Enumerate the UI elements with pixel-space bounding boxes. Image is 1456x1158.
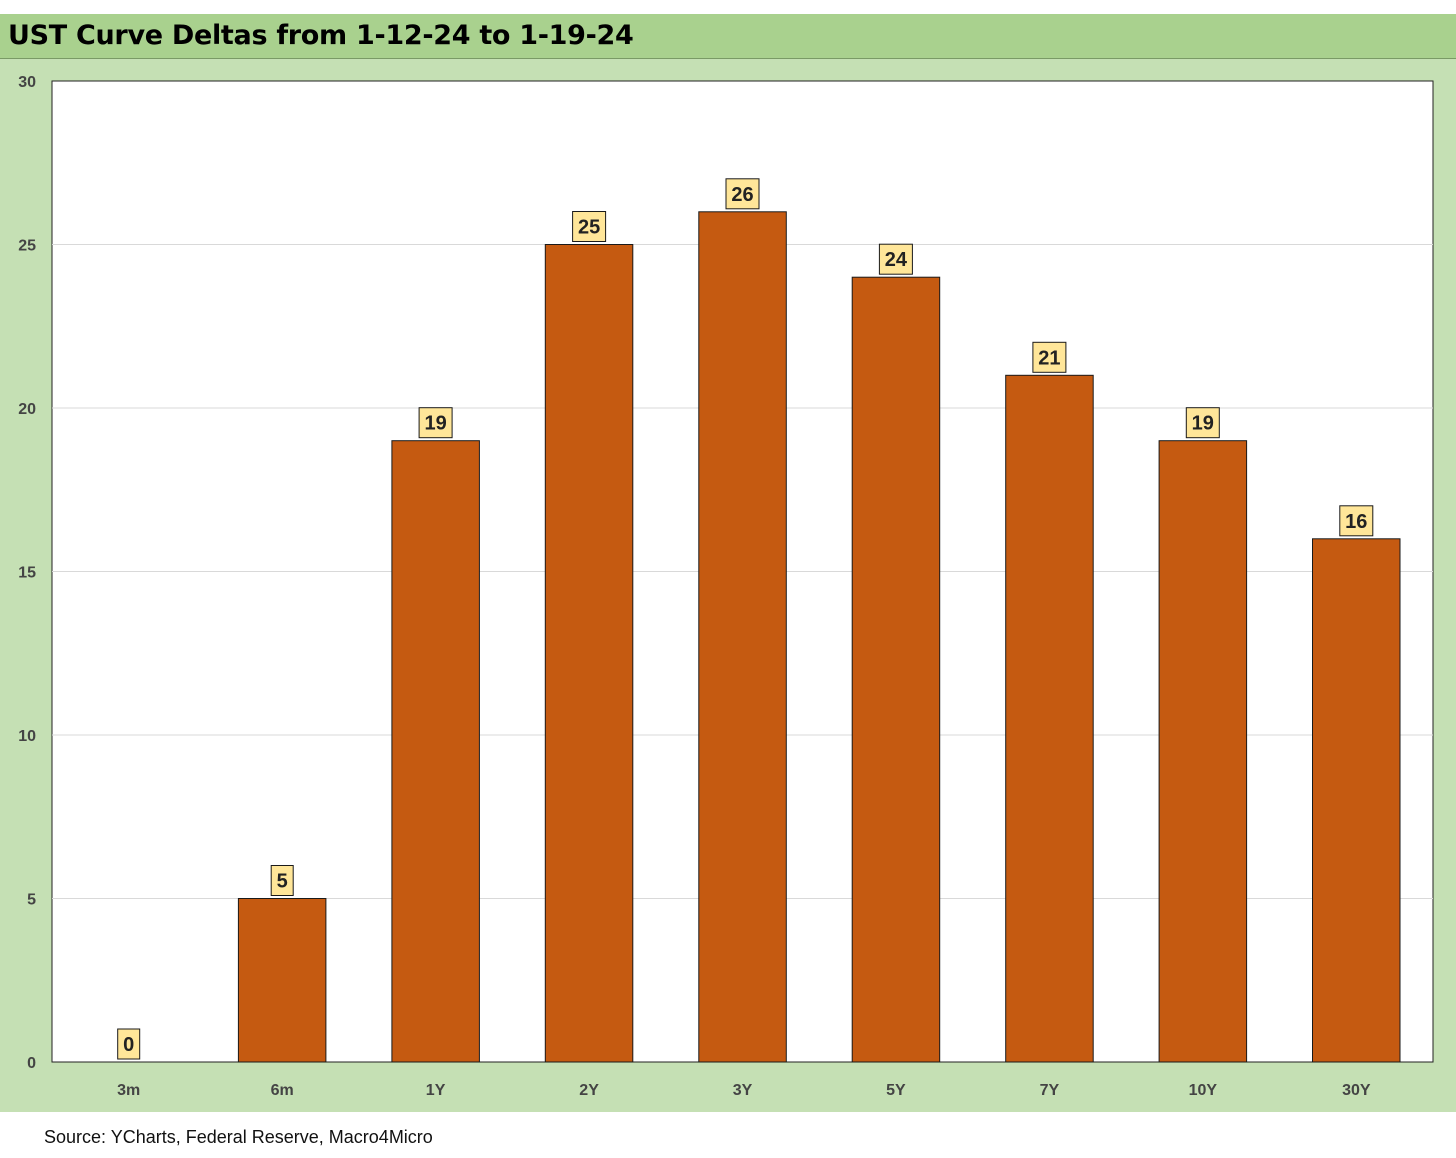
bar <box>237 898 327 1063</box>
data-label: 26 <box>731 184 753 206</box>
y-tick-label: 10 <box>18 728 36 745</box>
x-tick-label: 3Y <box>733 1082 753 1099</box>
x-tick-label: 3m <box>117 1082 140 1099</box>
data-label: 24 <box>885 249 908 271</box>
chart-title: UST Curve Deltas from 1-12-24 to 1-19-24 <box>8 20 634 51</box>
x-tick-label: 10Y <box>1189 1082 1218 1099</box>
y-tick-label: 0 <box>27 1055 36 1072</box>
data-label-box <box>418 407 453 439</box>
data-label-box <box>1032 341 1067 373</box>
bar <box>1158 440 1248 1063</box>
data-label: 16 <box>1345 511 1367 533</box>
source-note: Source: YCharts, Federal Reserve, Macro4… <box>44 1127 433 1147</box>
data-label: 5 <box>277 871 288 893</box>
data-label-box <box>572 211 607 242</box>
x-tick-label: 6m <box>271 1082 294 1099</box>
data-label: 21 <box>1038 347 1060 369</box>
y-tick-label: 15 <box>18 565 36 582</box>
bar <box>1312 538 1401 1063</box>
y-tick-label: 20 <box>18 401 36 418</box>
data-label: 19 <box>1192 413 1214 435</box>
bar <box>698 211 787 1063</box>
x-tick-label: 5Y <box>886 1082 906 1099</box>
top-strip <box>0 0 1456 15</box>
chart-area: 0 5 10 15 20 25 30 0 3m 5 6m 19 1Y 25 2Y 26 3Y 24 5Y 21 7Y 19… <box>0 59 1456 1112</box>
bar <box>544 244 634 1063</box>
x-tick-label: 2Y <box>579 1082 599 1099</box>
data-label-box <box>1185 407 1220 439</box>
footer: Source: YCharts, Federal Reserve, Macro4… <box>0 1112 1456 1158</box>
data-label: 0 <box>123 1034 134 1056</box>
bar <box>851 276 941 1063</box>
bar <box>1005 374 1094 1063</box>
bar-chart: 0 5 10 15 20 25 30 0 3m 5 6m 19 1Y 25 2Y 26 3Y 24 5Y 21 7Y 19… <box>18 74 1434 1099</box>
y-tick-label: 25 <box>18 238 36 255</box>
x-tick-label: 7Y <box>1040 1082 1060 1099</box>
data-label: 25 <box>578 217 600 239</box>
data-label-box <box>270 865 294 896</box>
data-label-box <box>1339 505 1374 537</box>
bar <box>391 440 480 1063</box>
x-tick-label: 1Y <box>426 1082 446 1099</box>
data-label-box <box>725 178 760 210</box>
data-label-box <box>878 243 913 275</box>
title-bar: UST Curve Deltas from 1-12-24 to 1-19-24 <box>0 14 1456 59</box>
y-tick-label: 5 <box>27 892 36 909</box>
x-tick-label: 30Y <box>1342 1082 1371 1099</box>
data-label-box <box>117 1028 141 1060</box>
data-label: 19 <box>424 413 446 435</box>
y-tick-label: 30 <box>18 74 36 91</box>
